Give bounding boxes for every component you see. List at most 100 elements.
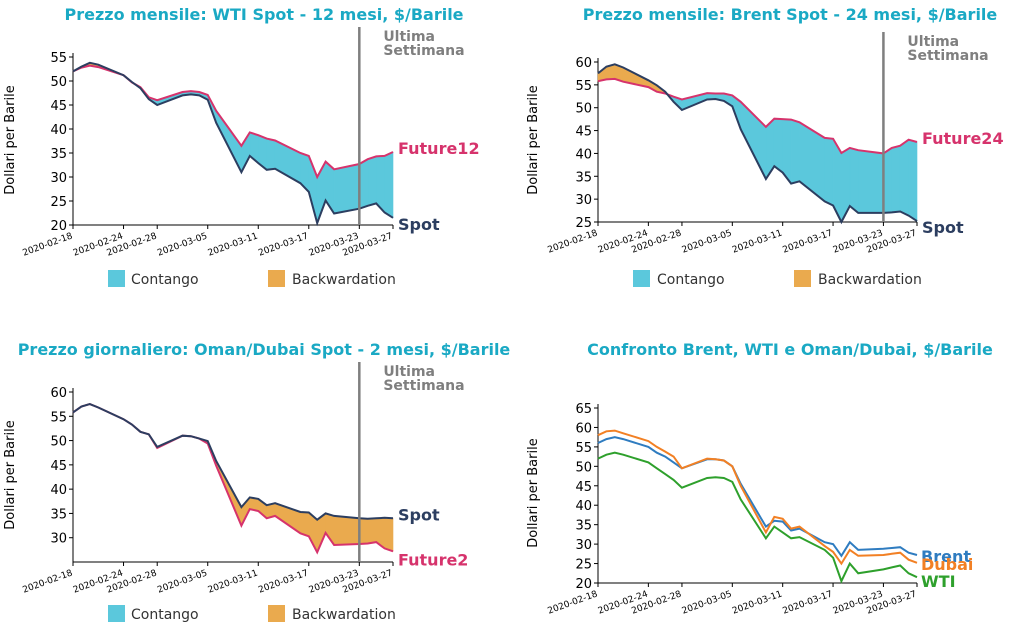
backwardation-area-segment [300, 511, 310, 537]
y-axis-label: Dollari per Barile [3, 85, 18, 194]
x-tick-label: 2020-03-17 [782, 589, 835, 616]
y-tick-label: 60 [575, 421, 592, 436]
y-tick-label: 30 [50, 171, 67, 186]
x-tick-label: 2020-03-11 [207, 568, 260, 595]
legend-label-contango: Contango [131, 607, 199, 623]
spot-end-label: Spot [398, 505, 440, 524]
contango-area-segment [367, 155, 377, 207]
future-end-label: Future12 [398, 139, 480, 158]
chart-panel-dubai: Prezzo giornaliero: Oman/Dubai Spot - 2 … [0, 313, 517, 626]
contango-area-segment [359, 158, 369, 210]
dubai-chart-svg: Prezzo giornaliero: Oman/Dubai Spot - 2 … [3, 340, 510, 623]
chart-title: Prezzo mensile: WTI Spot - 12 mesi, $/Ba… [64, 5, 463, 24]
chart-panel-wti: Prezzo mensile: WTI Spot - 12 mesi, $/Ba… [0, 0, 517, 313]
contango-area-segment [883, 147, 893, 214]
x-tick-label: 2020-02-18 [546, 228, 599, 255]
legend: Contango Backwardation [633, 270, 922, 288]
y-tick-label: 50 [50, 75, 67, 90]
y-tick-label: 55 [575, 441, 592, 456]
contango-area-segment [841, 147, 851, 223]
y-tick-label: 35 [50, 147, 67, 162]
plot-area: 202530354045505560652020-02-182020-02-24… [546, 402, 973, 617]
y-tick-label: 50 [575, 102, 592, 117]
legend-swatch-backwardation [268, 270, 285, 287]
contango-area-segment [849, 147, 859, 214]
contango-area-segment [857, 149, 884, 214]
wti-line [597, 451, 918, 584]
y-tick-label: 40 [575, 499, 592, 514]
x-tick-label: 2020-03-05 [681, 228, 734, 255]
y-tick-label: 45 [50, 99, 67, 114]
future-end-label: Future24 [922, 129, 1004, 148]
y-tick-label: 50 [575, 460, 592, 475]
last-week-label: Ultima [907, 34, 959, 50]
backwardation-area-segment [359, 517, 369, 545]
dubai-line [597, 429, 918, 566]
x-tick-label: 2020-03-17 [782, 228, 835, 255]
legend: Contango Backwardation [108, 270, 396, 288]
y-tick-label: 40 [50, 123, 67, 138]
x-tick-label: 2020-03-17 [257, 568, 310, 595]
y-tick-label: 40 [575, 147, 592, 162]
brent-end-label: Brent [921, 547, 971, 566]
contango-area-segment [266, 138, 276, 171]
legend-swatch-contango [633, 270, 650, 287]
wti-end-label: WTI [921, 572, 956, 591]
y-tick-label: 45 [50, 459, 67, 474]
legend-swatch-contango [108, 270, 125, 287]
y-tick-label: 35 [575, 519, 592, 534]
contango-area-segment [799, 121, 825, 203]
last-week-label: Ultima [383, 29, 435, 45]
contango-area-segment [824, 137, 834, 207]
spot-line [72, 403, 394, 521]
x-tick-label: 2020-02-18 [21, 568, 74, 595]
y-tick-label: 55 [50, 51, 67, 66]
backwardation-area-segment [333, 515, 360, 546]
plot-area: 303540455055602020-02-182020-02-242020-0… [21, 362, 468, 596]
x-tick-label: 2020-03-11 [731, 228, 784, 255]
last-week-label: Settimana [383, 43, 464, 59]
x-tick-label: 2020-02-18 [21, 231, 74, 258]
y-tick-label: 30 [575, 538, 592, 553]
spot-end-label: Spot [398, 215, 440, 234]
chart-title: Prezzo mensile: Brent Spot - 24 mesi, $/… [583, 5, 998, 24]
x-tick-label: 2020-03-05 [681, 589, 734, 616]
y-tick-label: 25 [575, 216, 592, 231]
contango-area-segment [384, 151, 394, 219]
y-tick-label: 30 [50, 532, 67, 547]
legend-label-backwardation: Backwardation [292, 607, 396, 623]
wti-chart-svg: Prezzo mensile: WTI Spot - 12 mesi, $/Ba… [3, 5, 480, 288]
y-tick-label: 40 [50, 483, 67, 498]
chart-panel-brent: Prezzo mensile: Brent Spot - 24 mesi, $/… [517, 0, 1034, 313]
backwardation-area-segment [367, 517, 377, 544]
y-axis-label: Dollari per Barile [526, 85, 541, 194]
y-tick-label: 50 [50, 435, 67, 450]
last-week-label: Settimana [383, 378, 464, 394]
y-axis-label: Dollari per Barile [526, 438, 541, 547]
legend-label-contango: Contango [657, 272, 725, 288]
chart-title: Confronto Brent, WTI e Oman/Dubai, $/Bar… [587, 340, 993, 359]
y-tick-label: 60 [50, 386, 67, 401]
future-line [597, 77, 918, 155]
contango-area-segment [300, 152, 310, 193]
contango-area-segment [790, 119, 800, 184]
x-tick-label: 2020-03-17 [257, 231, 310, 258]
contango-area-segment [333, 163, 360, 214]
x-tick-label: 2020-03-05 [156, 568, 209, 595]
spot-line [72, 61, 394, 227]
dubai-end-label: Dubai [921, 555, 973, 574]
brent-chart-svg: Prezzo mensile: Brent Spot - 24 mesi, $/… [526, 5, 1004, 288]
spot-end-label: Spot [922, 218, 964, 237]
plot-area: 25303540455055602020-02-182020-02-242020… [546, 32, 1004, 256]
last-week-label: Settimana [907, 48, 988, 64]
contango-area-segment [765, 117, 775, 181]
legend-label-backwardation: Backwardation [292, 272, 396, 288]
contango-area-segment [773, 118, 783, 174]
y-tick-label: 45 [575, 480, 592, 495]
contango-area-segment [891, 145, 901, 213]
legend-label-backwardation: Backwardation [818, 272, 922, 288]
legend-swatch-contango [108, 605, 125, 622]
contango-area-segment [899, 139, 909, 217]
y-tick-label: 30 [575, 193, 592, 208]
y-axis-label: Dollari per Barile [3, 420, 18, 529]
